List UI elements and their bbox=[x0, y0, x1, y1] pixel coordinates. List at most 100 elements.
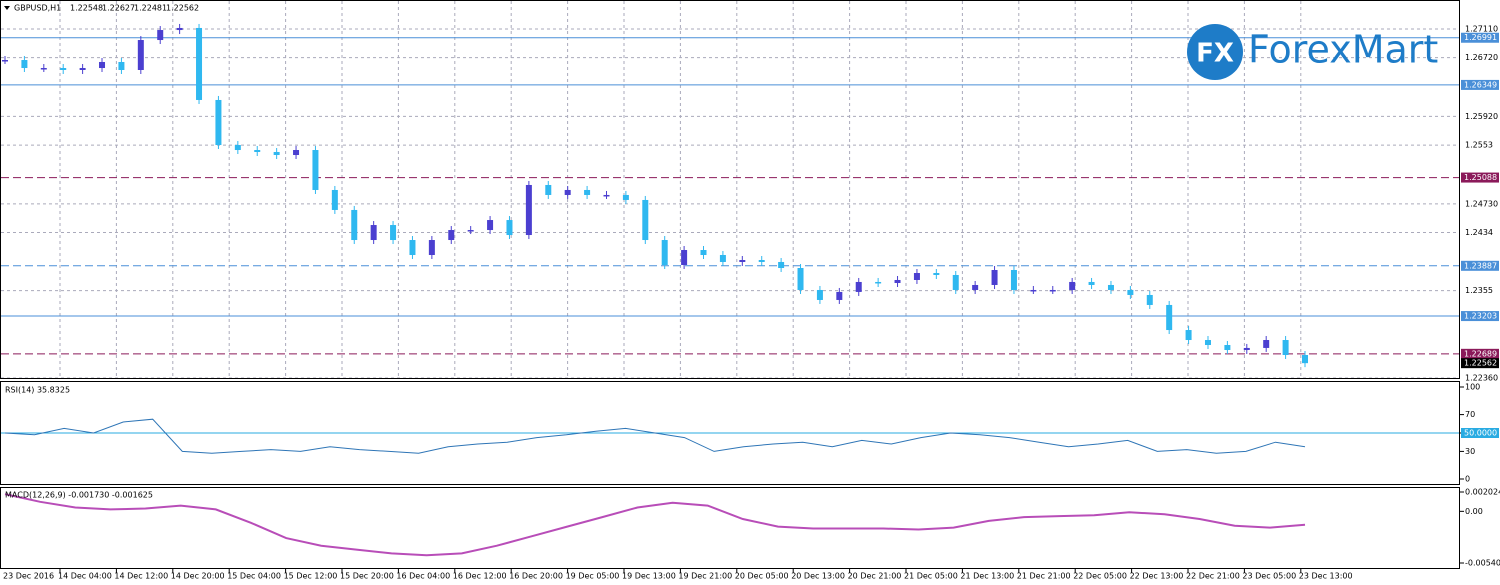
candle-body bbox=[351, 209, 358, 241]
osc-tick-label: 50.0000 bbox=[1464, 429, 1497, 438]
candle-body bbox=[215, 99, 222, 146]
candle-body bbox=[176, 27, 183, 31]
logo-name: ForexMart bbox=[1248, 28, 1438, 72]
candle-body bbox=[584, 189, 591, 195]
level-label: 1.26349 bbox=[1464, 80, 1497, 89]
level-box bbox=[1461, 32, 1499, 43]
candle-body bbox=[1010, 269, 1017, 290]
level-box bbox=[1461, 172, 1499, 183]
time-label: 21 Dec 05:00 bbox=[904, 572, 958, 581]
candle-body bbox=[875, 281, 882, 284]
osc-tick-label: -0.005407 bbox=[1465, 559, 1500, 568]
price-tick-label: 1.2355 bbox=[1465, 286, 1493, 295]
quote: 1.22481 bbox=[134, 4, 167, 13]
candle-body bbox=[390, 225, 397, 241]
candle-body bbox=[312, 150, 319, 190]
candle-body bbox=[758, 260, 765, 262]
candle-body bbox=[642, 199, 649, 241]
candle-body bbox=[370, 225, 377, 241]
candle-body bbox=[1088, 281, 1095, 285]
menu-arrow[interactable] bbox=[4, 6, 10, 10]
candle-body bbox=[137, 40, 144, 70]
price-tick-label: 1.26720 bbox=[1465, 53, 1498, 62]
candle-body bbox=[933, 273, 940, 275]
candle-body bbox=[894, 279, 901, 283]
candle-body bbox=[448, 230, 455, 241]
candle-body bbox=[816, 289, 823, 300]
rsi-level-box bbox=[1461, 428, 1499, 438]
candle-body bbox=[1302, 355, 1308, 364]
candle-body bbox=[99, 61, 106, 69]
candle-body bbox=[603, 194, 610, 197]
candle-body bbox=[913, 273, 920, 280]
time-label: 22 Dec 21:00 bbox=[1186, 572, 1240, 581]
candle-body bbox=[564, 189, 571, 195]
time-label: 14 Dec 20:00 bbox=[171, 572, 225, 581]
candle-body bbox=[293, 150, 300, 156]
rsi-frame bbox=[0, 381, 1460, 485]
marks bbox=[1, 23, 1460, 557]
osc-line bbox=[4, 493, 1306, 557]
candle-body bbox=[855, 281, 862, 292]
candle-body bbox=[409, 240, 416, 256]
candle-body bbox=[991, 269, 998, 285]
time-label: 22 Dec 13:00 bbox=[1130, 572, 1184, 581]
candle-body bbox=[21, 60, 28, 69]
candle-body bbox=[622, 194, 629, 200]
level-label: 1.22562 bbox=[1464, 359, 1497, 368]
candle-body bbox=[972, 284, 979, 290]
time-label: 21 Dec 21:00 bbox=[1017, 572, 1071, 581]
candle-body bbox=[467, 230, 474, 232]
candle-body bbox=[1069, 281, 1076, 290]
price-tick-label: 1.24730 bbox=[1465, 199, 1498, 208]
time-label: 15 Dec 12:00 bbox=[284, 572, 338, 581]
candle-body bbox=[739, 260, 746, 262]
price-tick-label: 1.25920 bbox=[1465, 112, 1498, 121]
time-label: 21 Dec 13:00 bbox=[960, 572, 1014, 581]
candle-body bbox=[196, 27, 203, 100]
osc-tick-label: 70 bbox=[1465, 410, 1475, 419]
level-label: 1.23887 bbox=[1464, 261, 1497, 270]
time-label: 20 Dec 21:00 bbox=[848, 572, 902, 581]
candle-body bbox=[1185, 330, 1192, 341]
level-box bbox=[1461, 311, 1499, 322]
candle-body bbox=[700, 250, 707, 256]
candle-body bbox=[952, 274, 959, 290]
candle-body bbox=[2, 60, 8, 62]
candle-body bbox=[1282, 340, 1289, 356]
candle-body bbox=[1166, 304, 1173, 331]
osc-tick-label: 0.00 bbox=[1465, 507, 1483, 516]
level-label: 1.22689 bbox=[1464, 349, 1497, 358]
candle-body bbox=[1030, 289, 1037, 292]
time-label: 15 Dec 04:00 bbox=[227, 572, 281, 581]
time-label: 22 Dec 05:00 bbox=[1073, 572, 1127, 581]
level-label: 1.25088 bbox=[1464, 173, 1497, 182]
macd-title: MACD(12,26,9) -0.001730 -0.001625 bbox=[5, 491, 153, 500]
time-label: 19 Dec 13:00 bbox=[622, 572, 676, 581]
osc-tick-label: 0 bbox=[1465, 475, 1470, 484]
price-frame bbox=[0, 0, 1460, 379]
level-label: 1.23203 bbox=[1464, 312, 1497, 321]
candle-body bbox=[1127, 289, 1134, 295]
candle-body bbox=[836, 291, 843, 300]
candle-body bbox=[487, 220, 494, 231]
candle-body bbox=[1049, 289, 1056, 292]
candle-body bbox=[60, 68, 67, 70]
candle-body bbox=[1243, 347, 1250, 351]
price-tick-label: 1.2553 bbox=[1465, 141, 1493, 150]
time-label: 16 Dec 04:00 bbox=[396, 572, 450, 581]
candle-body bbox=[1224, 345, 1231, 351]
quote: 1.22627 bbox=[102, 4, 135, 13]
price-tick-label: 1.27110 bbox=[1465, 25, 1498, 34]
time-label: 14 Dec 04:00 bbox=[58, 572, 112, 581]
quote: 1.22562 bbox=[166, 4, 199, 13]
time-label: 14 Dec 12:00 bbox=[114, 572, 168, 581]
candle-body bbox=[79, 68, 86, 70]
candle-body bbox=[1263, 340, 1270, 348]
osc-line bbox=[4, 418, 1306, 454]
time-label: 19 Dec 05:00 bbox=[566, 572, 620, 581]
logo-mark: FX bbox=[1196, 39, 1234, 69]
time-label: 20 Dec 13:00 bbox=[791, 572, 845, 581]
price-tick-label: 1.2434 bbox=[1465, 228, 1493, 237]
